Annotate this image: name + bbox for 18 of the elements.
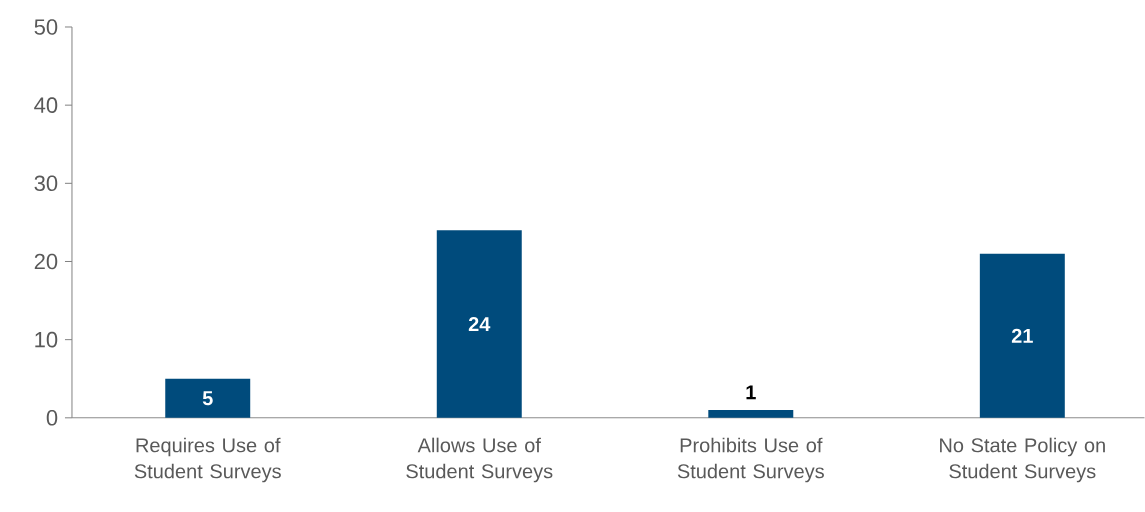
x-tick-label: Allows Use of Student Surveys — [406, 437, 553, 483]
y-tick-label: 10 — [35, 331, 58, 348]
bar — [979, 253, 1065, 418]
y-tick-label: 40 — [34, 97, 58, 114]
y-tick-label: 20 — [34, 253, 58, 270]
y-tick-label: 0 — [46, 410, 58, 426]
bar — [708, 410, 794, 418]
x-tick-label: Requires Use of Student Surveys — [134, 437, 281, 483]
y-tick-label: 30 — [34, 175, 58, 192]
data-label: 5 — [202, 391, 213, 406]
bar — [165, 378, 251, 418]
data-label: 24 — [468, 317, 491, 332]
y-tick-label: 50 — [34, 19, 58, 35]
x-tick-label: No State Policy on Student Surveys — [940, 437, 1105, 483]
bar — [436, 230, 522, 418]
data-label: 1 — [746, 385, 756, 400]
x-tick-label: Prohibits Use of Student Surveys — [677, 437, 824, 483]
data-label: 21 — [1011, 328, 1033, 343]
